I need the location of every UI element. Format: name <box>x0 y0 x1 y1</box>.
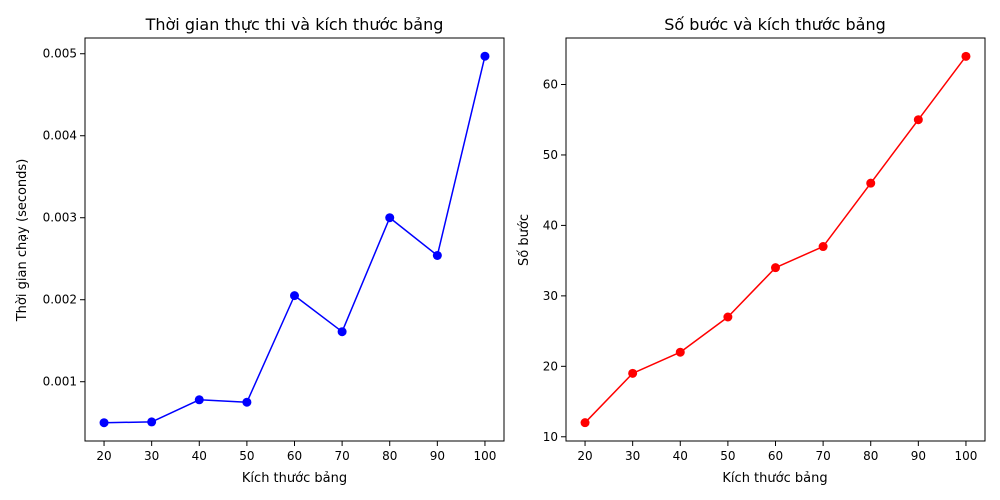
y-tick-label: 0.001 <box>43 375 77 389</box>
y-tick-label: 20 <box>543 359 558 373</box>
x-tick-label: 80 <box>863 449 878 463</box>
data-point <box>242 397 252 407</box>
data-point <box>866 178 876 188</box>
data-point <box>290 291 299 301</box>
x-tick-label: 40 <box>192 449 207 463</box>
y-tick-label: 0.005 <box>43 47 77 61</box>
data-point <box>337 327 347 337</box>
y-tick-label: 10 <box>543 430 558 444</box>
data-point <box>147 417 157 427</box>
execution-time-chart: Thời gian thực thi và kích thước bảng Kí… <box>15 15 505 486</box>
x-tick-label: 50 <box>720 449 735 463</box>
x-tick-label: 70 <box>815 449 830 463</box>
y-tick-label: 40 <box>543 218 558 232</box>
data-point <box>99 418 109 428</box>
data-point <box>628 368 638 378</box>
data-point <box>580 418 590 428</box>
x-tick-label: 100 <box>474 449 497 463</box>
x-tick-label: 70 <box>334 449 349 463</box>
x-tick-label: 20 <box>577 449 592 463</box>
y-tick-label: 0.003 <box>43 211 77 225</box>
x-axis-label: Kích thước bảng <box>722 471 827 486</box>
data-point <box>961 51 971 61</box>
chart-title: Số bước và kích thước bảng <box>664 15 886 34</box>
x-tick-label: 30 <box>625 449 640 463</box>
x-tick-label: 50 <box>239 449 254 463</box>
x-tick-label: 100 <box>955 449 978 463</box>
x-tick-label: 60 <box>287 449 302 463</box>
y-axis-label: Số bước <box>517 214 532 266</box>
x-tick-label: 60 <box>768 449 783 463</box>
x-tick-label: 20 <box>96 449 111 463</box>
x-tick-label: 90 <box>430 449 445 463</box>
data-point <box>771 263 780 273</box>
x-tick-label: 80 <box>382 449 397 463</box>
x-tick-label: 90 <box>911 449 926 463</box>
y-tick-label: 50 <box>543 148 558 162</box>
x-axis-label: Kích thước bảng <box>242 471 347 486</box>
step-count-chart: Số bước và kích thước bảng Kích thước bả… <box>517 15 986 486</box>
data-point <box>675 347 685 357</box>
chart-title: Thời gian thực thi và kích thước bảng <box>145 15 444 34</box>
data-point <box>818 242 828 252</box>
data-point <box>723 312 733 322</box>
data-point <box>385 213 395 223</box>
y-tick-label: 0.002 <box>43 293 77 307</box>
y-tick-label: 30 <box>543 289 558 303</box>
y-axis-label: Thời gian chạy (seconds) <box>15 159 30 323</box>
data-point <box>913 115 923 125</box>
y-tick-label: 60 <box>543 78 558 92</box>
data-point <box>194 395 204 405</box>
y-tick-label: 0.004 <box>43 129 77 143</box>
data-point <box>480 51 490 61</box>
x-tick-label: 30 <box>144 449 159 463</box>
data-point <box>432 250 442 260</box>
x-tick-label: 40 <box>673 449 688 463</box>
